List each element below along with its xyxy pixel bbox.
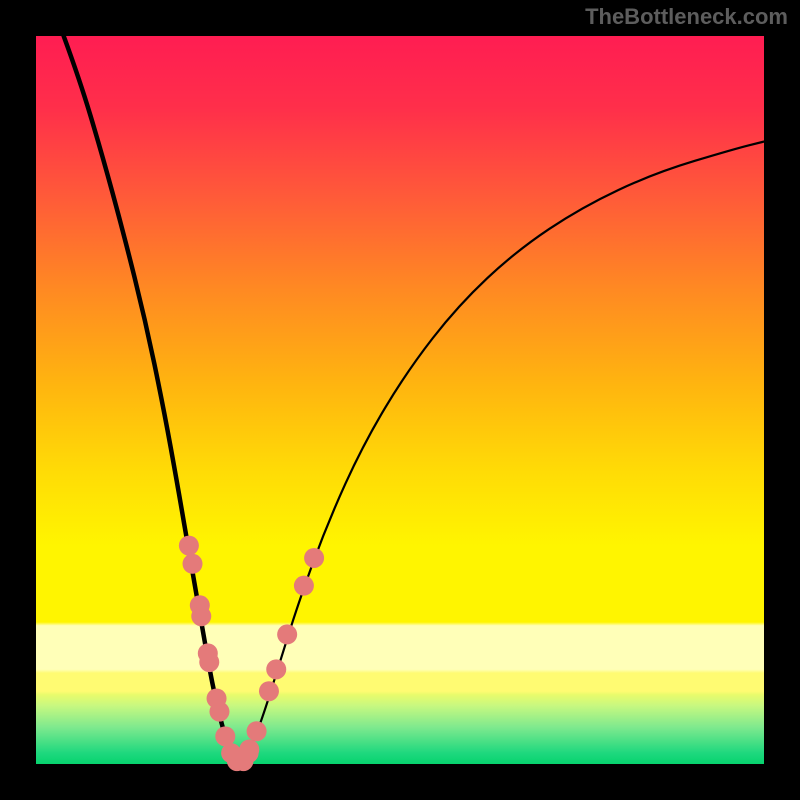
- bottleneck-chart: TheBottleneck.com: [0, 0, 800, 800]
- chart-plot-background: [36, 36, 764, 764]
- scatter-point: [239, 739, 259, 759]
- scatter-point: [259, 681, 279, 701]
- watermark-text: TheBottleneck.com: [585, 4, 788, 30]
- scatter-point: [183, 554, 203, 574]
- scatter-point: [277, 624, 297, 644]
- scatter-point: [266, 659, 286, 679]
- scatter-point: [294, 576, 314, 596]
- scatter-point: [304, 548, 324, 568]
- scatter-point: [209, 702, 229, 722]
- scatter-point: [247, 721, 267, 741]
- scatter-point: [199, 652, 219, 672]
- scatter-point: [191, 606, 211, 626]
- chart-svg: [0, 0, 800, 800]
- scatter-point: [179, 536, 199, 556]
